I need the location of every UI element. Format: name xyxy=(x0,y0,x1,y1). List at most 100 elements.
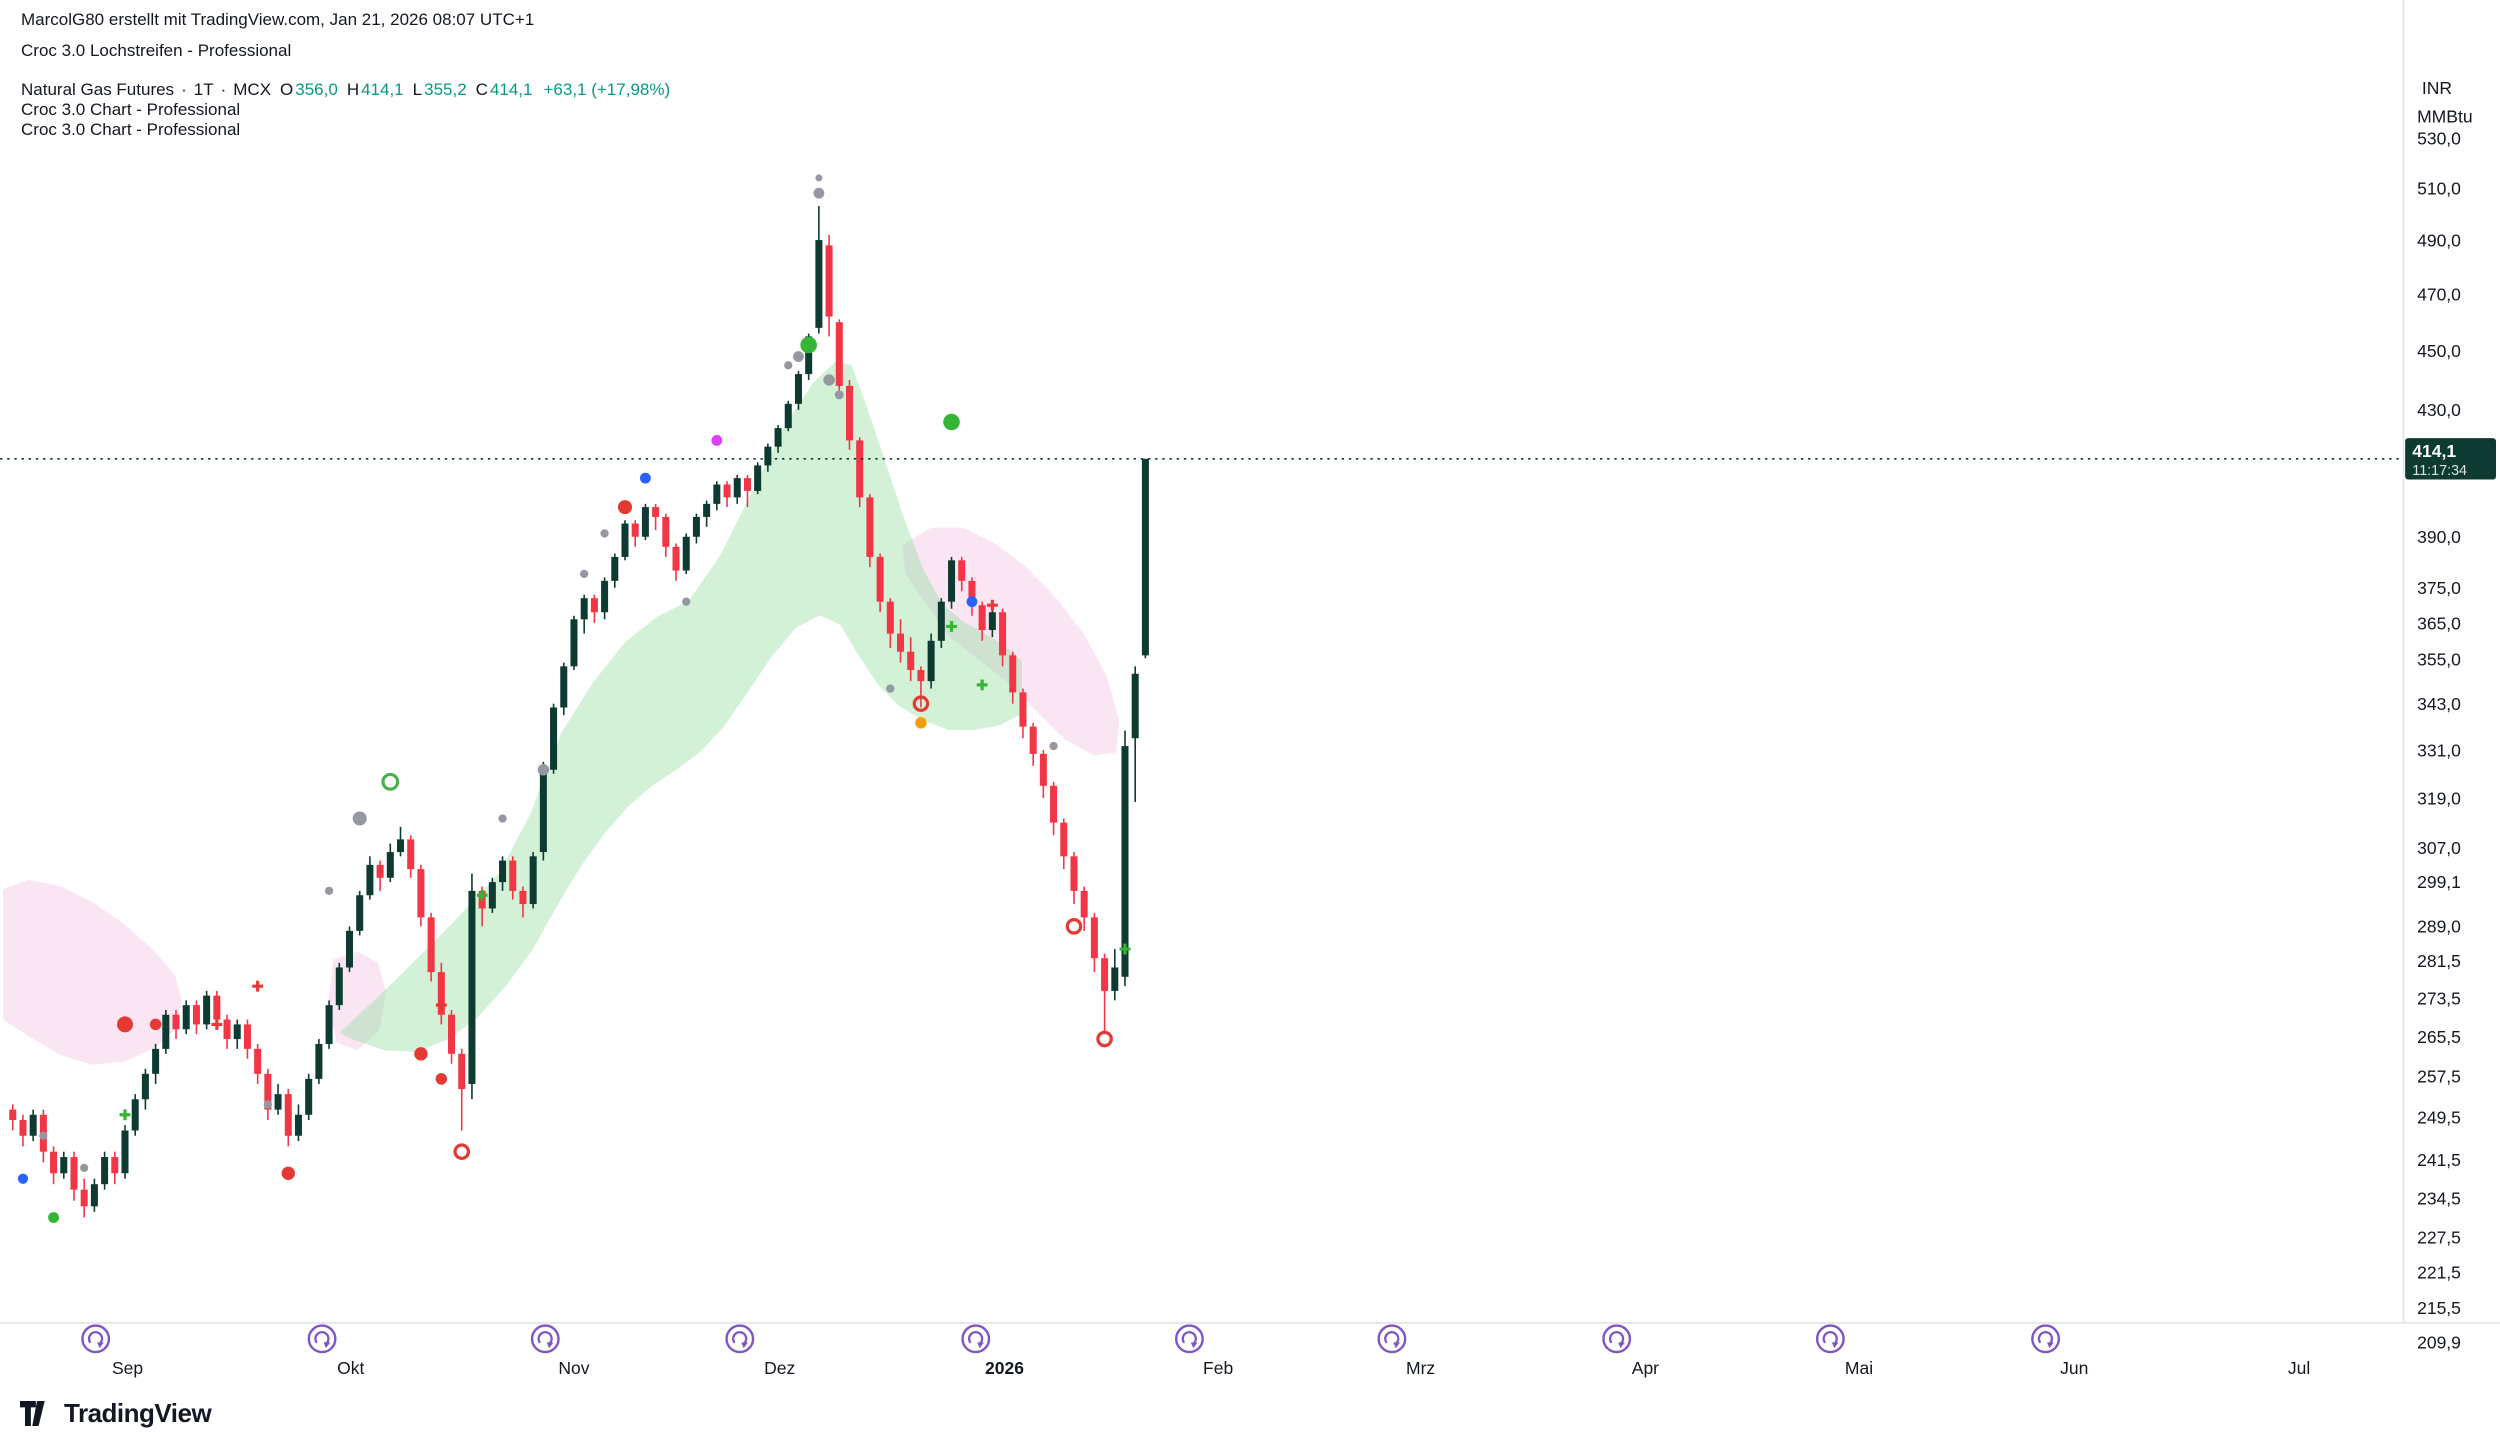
signal-dot xyxy=(324,886,334,896)
candle-down xyxy=(427,917,435,973)
signal-ring xyxy=(381,772,400,791)
candle-up xyxy=(345,930,353,968)
signal-plus xyxy=(946,621,957,632)
jump-icon-arrow xyxy=(1181,1331,1197,1345)
candle-up xyxy=(550,707,558,770)
price-tick-label: 249,5 xyxy=(2417,1108,2461,1128)
candle-up xyxy=(325,1005,333,1044)
candle-down xyxy=(264,1073,272,1110)
candle-down xyxy=(213,995,221,1020)
last-price-badge[interactable] xyxy=(2405,438,2497,480)
candle-down xyxy=(519,890,527,905)
cloud-bear-region xyxy=(3,879,182,1065)
candle-down xyxy=(19,1119,27,1136)
exchange-label[interactable]: MCX xyxy=(233,80,272,99)
price-tick-label: 450,0 xyxy=(2417,341,2461,361)
candle-down xyxy=(448,1014,456,1054)
candle-up xyxy=(703,503,711,517)
timeline-jump-icon[interactable] xyxy=(2031,1324,2061,1354)
candle-down xyxy=(1080,890,1088,918)
signal-dot xyxy=(800,336,817,354)
candle-up xyxy=(774,428,782,447)
signal-ring xyxy=(1065,918,1083,935)
jump-icon-arrowhead xyxy=(1618,1342,1625,1349)
timeline-jump-icon[interactable] xyxy=(81,1324,111,1354)
price-tick-label: 241,5 xyxy=(2417,1150,2461,1170)
candle-down xyxy=(866,497,874,557)
timeline-jump-icon[interactable] xyxy=(725,1324,755,1354)
indicator-row[interactable]: Croc 3.0 Chart - Professional xyxy=(21,120,241,139)
attribution-text: MarcolG80 erstellt mit TradingView.com, … xyxy=(21,10,535,29)
signal-dot xyxy=(17,1173,29,1184)
timeline-jump-icon[interactable] xyxy=(1815,1324,1845,1354)
candle-up xyxy=(29,1114,37,1136)
month-label: Jun xyxy=(2060,1358,2088,1378)
signal-dot xyxy=(617,500,633,515)
candle-down xyxy=(1029,726,1037,754)
month-label: Apr xyxy=(1632,1358,1659,1378)
candle-down xyxy=(243,1024,251,1049)
signal-dot xyxy=(966,596,978,608)
price-tick-label: 319,0 xyxy=(2417,788,2461,808)
currency-label: INR xyxy=(2422,78,2452,98)
candle-up xyxy=(601,580,609,613)
jump-icon-arrowhead xyxy=(97,1342,104,1349)
price-tick-label: 331,0 xyxy=(2417,740,2461,760)
tradingview-logo[interactable]: TradingView xyxy=(20,1398,212,1429)
timeline-jump-icon[interactable] xyxy=(961,1324,991,1354)
signal-plus xyxy=(476,889,488,901)
symbol-row: Natural Gas Futures · 1T · MCX O 356,0 H 414,1 L 3… xyxy=(21,80,670,100)
candle-up xyxy=(948,560,956,602)
candle-up xyxy=(397,839,405,853)
candle-down xyxy=(886,601,894,634)
candle-up xyxy=(713,484,721,504)
indicator-row[interactable]: Croc 3.0 Chart - Professional xyxy=(21,100,241,119)
candle-up xyxy=(274,1094,282,1110)
candle-up xyxy=(927,640,935,682)
candle-up xyxy=(794,374,802,404)
candle-down xyxy=(111,1157,119,1174)
price-tick-label: 430,0 xyxy=(2417,400,2461,420)
candle-down xyxy=(1039,753,1047,786)
month-label: Feb xyxy=(1203,1358,1233,1378)
candle-down xyxy=(917,670,925,682)
candle-up xyxy=(764,446,772,466)
signal-dot xyxy=(352,811,367,826)
timeline-jump-icon[interactable] xyxy=(1174,1324,1204,1354)
candle-up xyxy=(90,1184,98,1207)
signal-dot xyxy=(915,717,927,729)
timeline-jump-icon[interactable] xyxy=(530,1324,560,1354)
signal-dot xyxy=(682,597,691,606)
jump-icon-arrow xyxy=(314,1331,330,1345)
candle-down xyxy=(978,605,986,631)
timeline-jump-icon[interactable] xyxy=(307,1324,337,1354)
symbol-name[interactable]: Natural Gas Futures xyxy=(21,80,175,99)
candle-down xyxy=(907,651,915,671)
candle-down xyxy=(70,1157,78,1190)
interval-label[interactable]: 1T xyxy=(193,80,214,99)
signal-dot xyxy=(498,814,507,823)
candle-down xyxy=(50,1151,58,1174)
price-tick-label: 299,1 xyxy=(2417,872,2461,892)
timeline-jump-icon[interactable] xyxy=(1377,1324,1407,1354)
time-axis[interactable]: Sep Okt Nov Dez 2026 Feb Mrz Apr Mai Jun Jul xyxy=(81,1324,2310,1378)
signal-dot xyxy=(886,684,895,693)
candle-up xyxy=(386,852,394,878)
candle-down xyxy=(1101,958,1109,991)
month-label: Jul xyxy=(2288,1358,2310,1378)
signal-plus xyxy=(211,1018,223,1030)
signal-dot xyxy=(537,764,550,776)
jump-icon-arrow xyxy=(2037,1331,2054,1345)
candle-down xyxy=(652,507,660,517)
month-label: Mrz xyxy=(1406,1358,1435,1378)
candle-down xyxy=(458,1053,466,1090)
signal-plus xyxy=(252,980,264,992)
candle-up xyxy=(203,995,211,1025)
timeline-jump-icon[interactable] xyxy=(1602,1324,1632,1354)
jump-icon-arrow xyxy=(1822,1331,1838,1345)
change-value: +63,1 (+17,98%) xyxy=(543,80,671,99)
jump-icon-circle xyxy=(307,1324,337,1354)
close-label: C xyxy=(475,80,488,99)
